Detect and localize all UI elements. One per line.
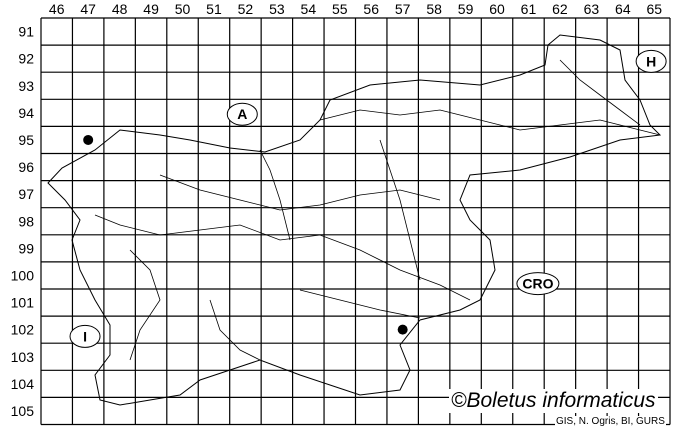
column-label: 52 <box>238 1 254 17</box>
row-label: 98 <box>18 213 34 229</box>
source-text: GIS, N. Ogris, BI, GURS <box>555 416 666 427</box>
row-label: 99 <box>18 240 34 256</box>
column-label: 54 <box>301 1 317 17</box>
country-border <box>47 34 662 406</box>
country-label-i: I <box>69 324 101 348</box>
column-label: 51 <box>206 1 222 17</box>
row-label: 95 <box>18 132 34 148</box>
column-label: 62 <box>552 1 568 17</box>
row-label: 96 <box>18 159 34 175</box>
column-label: 64 <box>615 1 631 17</box>
credit-text: ©Boletus informaticus <box>449 389 658 413</box>
row-label: 94 <box>18 105 34 121</box>
row-label: 104 <box>11 376 35 392</box>
column-label: 58 <box>426 1 442 17</box>
column-label: 59 <box>458 1 474 17</box>
column-label: 57 <box>395 1 411 17</box>
rivers <box>94 59 661 361</box>
record-dot <box>83 134 94 145</box>
row-label: 103 <box>11 349 35 365</box>
row-label: 92 <box>18 51 34 67</box>
country-label-cro: CRO <box>516 272 560 296</box>
record-points <box>83 134 408 335</box>
row-label: 105 <box>11 403 35 419</box>
column-label: 46 <box>49 1 65 17</box>
row-label: 100 <box>11 267 35 283</box>
grid-lines <box>40 17 671 426</box>
column-label: 63 <box>584 1 600 17</box>
column-label: 65 <box>646 1 662 17</box>
record-dot <box>397 324 408 335</box>
row-labels: 91 92 93 94 95 96 97 98 99 100 101 102 103 104 105 <box>11 24 35 419</box>
column-label: 49 <box>143 1 159 17</box>
country-label-h: H <box>635 49 667 73</box>
row-label: 91 <box>18 24 34 40</box>
row-label: 93 <box>18 78 34 94</box>
column-label: 53 <box>269 1 285 17</box>
column-label: 47 <box>80 1 96 17</box>
svg-text:H: H <box>646 53 656 69</box>
country-label-a: A <box>226 102 258 126</box>
svg-text:I: I <box>83 328 87 344</box>
row-label: 102 <box>11 322 35 338</box>
column-label: 60 <box>489 1 505 17</box>
column-label: 50 <box>175 1 191 17</box>
column-label: 55 <box>332 1 348 17</box>
column-label: 48 <box>112 1 128 17</box>
svg-text:CRO: CRO <box>522 276 553 292</box>
column-label: 61 <box>521 1 537 17</box>
country-labels: A H CRO I <box>69 49 667 348</box>
column-label: 56 <box>363 1 379 17</box>
row-label: 101 <box>11 295 35 311</box>
svg-text:A: A <box>237 106 247 122</box>
column-labels: 46 47 48 49 50 51 52 53 54 55 56 57 58 59 60 61 62 63 64 65 <box>49 1 662 17</box>
row-label: 97 <box>18 186 34 202</box>
